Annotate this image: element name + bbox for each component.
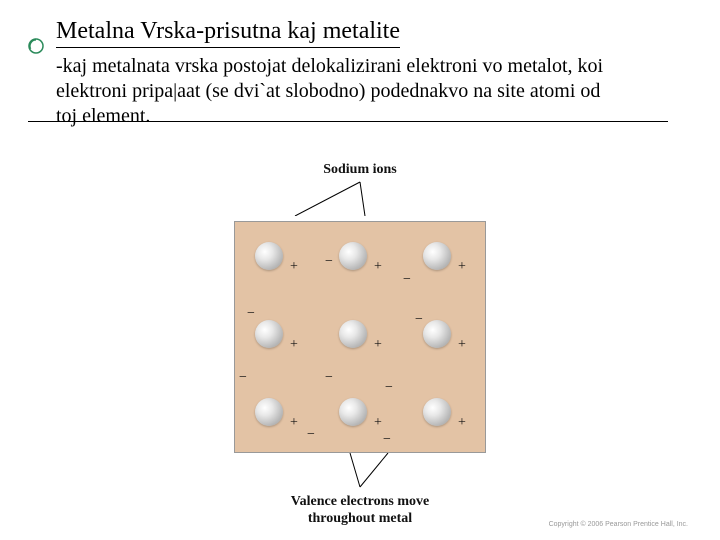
figure-metallic-bond: Sodium ions +++++++++−−−−−−−−− Valence e… [220, 162, 500, 528]
plus-sign: + [290, 337, 298, 353]
plus-sign: + [374, 337, 382, 353]
minus-sign: − [325, 254, 333, 270]
sodium-ion [255, 242, 283, 270]
sodium-ion [423, 242, 451, 270]
minus-sign: − [325, 370, 333, 386]
minus-sign: − [415, 312, 423, 328]
figure-bottom-label: Valence electrons move throughout metal [220, 494, 500, 528]
minus-sign: − [403, 272, 411, 288]
minus-sign: − [383, 432, 391, 448]
sodium-ion [255, 320, 283, 348]
plus-sign: + [458, 415, 466, 431]
plus-sign: + [374, 415, 382, 431]
sodium-ion [255, 398, 283, 426]
sodium-ion [423, 320, 451, 348]
sodium-ion [423, 398, 451, 426]
bottom-label-line2: throughout metal [308, 511, 412, 526]
sodium-ion [339, 242, 367, 270]
slide-title: Metalna Vrska-prisutna kaj metalite [56, 18, 400, 48]
figure-top-label: Sodium ions [220, 162, 500, 178]
leader-lines-bottom [220, 453, 500, 489]
ion-lattice-box: +++++++++−−−−−−−−− [234, 221, 486, 453]
bottom-label-line1: Valence electrons move [291, 494, 429, 509]
plus-sign: + [458, 259, 466, 275]
plus-sign: + [290, 259, 298, 275]
minus-sign: − [239, 370, 247, 386]
minus-sign: − [385, 380, 393, 396]
sodium-ion [339, 320, 367, 348]
plus-sign: + [458, 337, 466, 353]
minus-sign: − [247, 306, 255, 322]
horizontal-rule [28, 121, 668, 122]
sodium-ion [339, 398, 367, 426]
plus-sign: + [290, 415, 298, 431]
plus-sign: + [374, 259, 382, 275]
copyright-fineprint: Copyright © 2006 Pearson Prentice Hall, … [549, 521, 688, 528]
minus-sign: − [307, 427, 315, 443]
bullet-icon [28, 38, 44, 54]
leader-lines-top [220, 180, 500, 216]
body-text: -kaj metalnata vrska postojat delokalizi… [56, 54, 616, 129]
